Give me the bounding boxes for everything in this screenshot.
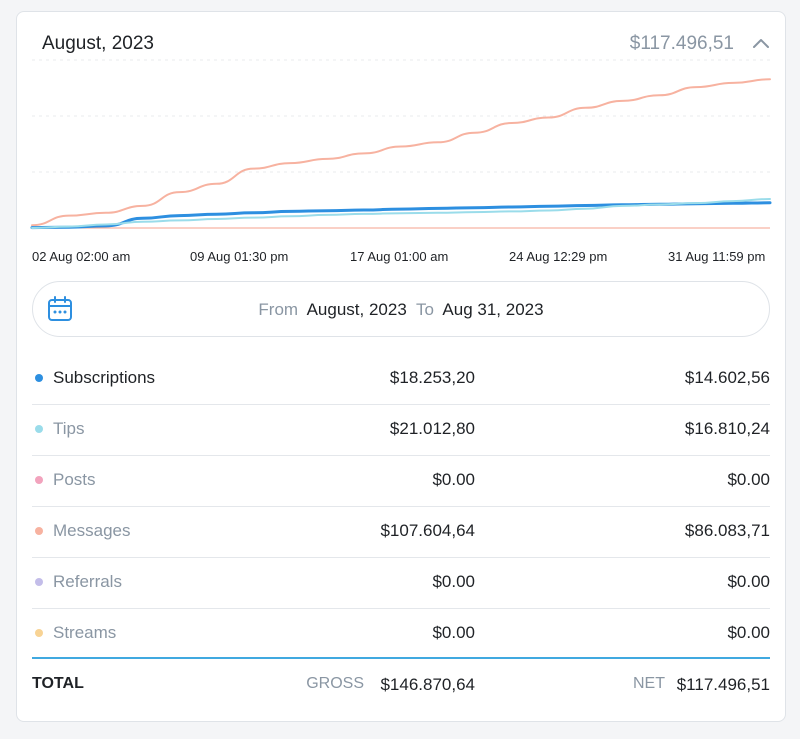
- x-tick-label: 24 Aug 12:29 pm: [509, 249, 608, 264]
- gross-label: GROSS: [306, 675, 364, 692]
- breakdown-row-messages[interactable]: Messages $107.604,64 $86.083,71: [32, 506, 770, 558]
- period-total: $117.496,51: [629, 33, 734, 54]
- breakdown-row-referrals[interactable]: Referrals $0.00 $0.00: [32, 557, 770, 609]
- series-line-tips: [31, 198, 771, 229]
- row-gross: $107.604,64: [380, 521, 475, 540]
- total-net: $117.496,51: [676, 675, 770, 694]
- x-tick-label: 31 Aug 11:59 pm: [668, 249, 766, 264]
- row-gross: $0.00: [432, 572, 475, 591]
- to-value: Aug 31, 2023: [442, 300, 544, 319]
- breakdown-row-subscriptions[interactable]: Subscriptions $18.253,20 $14.602,56: [32, 353, 770, 405]
- row-gross: $0.00: [432, 470, 475, 489]
- total-divider: [32, 657, 770, 659]
- x-tick-label: 09 Aug 01:30 pm: [190, 249, 289, 264]
- total-row: TOTAL GROSS $146.870,64 NET $117.496,51: [32, 673, 770, 697]
- row-gross: $0.00: [432, 623, 475, 642]
- earnings-card: [16, 11, 786, 722]
- net-label: NET: [633, 675, 665, 692]
- date-range-text: From August, 2023 To Aug 31, 2023: [33, 300, 769, 320]
- series-color-dot: [35, 527, 43, 535]
- row-label: Messages: [53, 521, 131, 540]
- from-value: August, 2023: [306, 300, 407, 319]
- x-tick-label: 02 Aug 02:00 am: [32, 249, 131, 264]
- row-label: Subscriptions: [53, 368, 156, 387]
- row-net: $0.00: [727, 470, 770, 489]
- row-gross: $21.012,80: [389, 419, 475, 438]
- row-label: Streams: [53, 623, 117, 642]
- series-line-messages: [31, 78, 771, 227]
- row-net: $14.602,56: [684, 368, 770, 387]
- chevron-up-icon[interactable]: [752, 34, 770, 52]
- breakdown-row-streams[interactable]: Streams $0.00 $0.00: [32, 608, 770, 659]
- calendar-icon: [48, 296, 72, 321]
- row-label: Posts: [53, 470, 96, 489]
- row-net: $86.083,71: [684, 521, 770, 540]
- row-net: $0.00: [727, 572, 770, 591]
- row-label: Tips: [53, 419, 85, 438]
- series-color-dot: [35, 578, 43, 586]
- earnings-chart: [30, 59, 772, 230]
- row-net: $16.810,24: [684, 419, 770, 438]
- to-label: To: [415, 300, 434, 319]
- series-color-dot: [35, 476, 43, 484]
- from-label: From: [258, 300, 299, 319]
- series-color-dot: [35, 425, 43, 433]
- breakdown-row-tips[interactable]: Tips $21.012,80 $16.810,24: [32, 404, 770, 456]
- breakdown-row-posts[interactable]: Posts $0.00 $0.00: [32, 455, 770, 507]
- row-label: Referrals: [53, 572, 122, 591]
- total-label: TOTAL: [32, 675, 84, 692]
- x-tick-label: 17 Aug 01:00 am: [350, 249, 449, 264]
- series-color-dot: [35, 374, 43, 382]
- series-color-dot: [35, 629, 43, 637]
- date-range-picker[interactable]: From August, 2023 To Aug 31, 2023: [32, 281, 770, 337]
- total-gross: $146.870,64: [380, 675, 475, 694]
- row-net: $0.00: [727, 623, 770, 642]
- chart-series: [30, 78, 772, 230]
- chart-grid: [32, 59, 770, 173]
- row-gross: $18.253,20: [389, 368, 475, 387]
- period-title: August, 2023: [42, 33, 154, 54]
